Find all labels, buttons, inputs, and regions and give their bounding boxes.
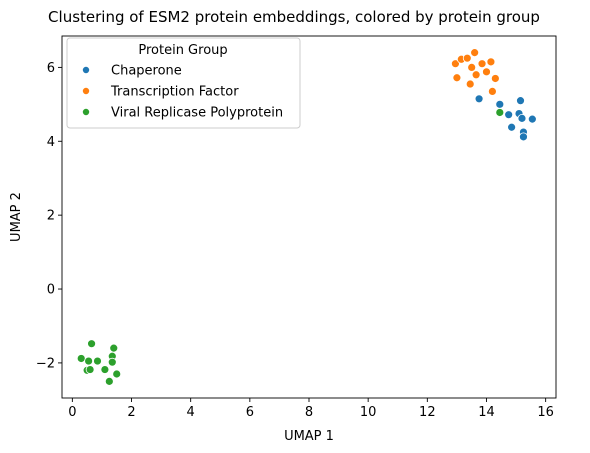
- y-tick-label: 0: [47, 283, 55, 298]
- legend-title: Protein Group: [138, 43, 227, 58]
- data-point: [112, 369, 122, 379]
- axis-ticks: 0 2 4 6 8 10 12 14 16 −2 0 2 4 6: [36, 61, 554, 420]
- data-point: [85, 365, 95, 374]
- data-point: [495, 99, 505, 109]
- data-point: [504, 110, 514, 120]
- legend-box: [66, 37, 301, 129]
- x-tick-label: 2: [127, 405, 135, 420]
- y-axis-label: UMAP 2: [9, 192, 24, 242]
- x-axis-label: UMAP 1: [284, 429, 334, 444]
- plot-area-frame: [61, 35, 557, 399]
- x-tick-label: 0: [68, 405, 76, 420]
- data-point: [477, 59, 487, 69]
- legend-marker: [82, 108, 91, 117]
- x-tick-label: 16: [537, 405, 554, 420]
- y-tick-label: −2: [36, 356, 55, 371]
- data-point: [462, 53, 472, 63]
- x-tick-label: 4: [187, 405, 195, 420]
- data-point: [87, 339, 96, 349]
- data-point: [471, 70, 481, 80]
- x-tick-label: 12: [419, 405, 436, 420]
- data-points: [76, 48, 537, 386]
- legend-entry-label: Transcription Factor: [110, 85, 239, 100]
- y-tick-label: 4: [47, 135, 55, 150]
- x-tick-label: 10: [360, 405, 377, 420]
- data-point: [490, 74, 500, 83]
- x-tick-label: 14: [478, 405, 495, 420]
- data-point: [84, 356, 94, 366]
- data-point: [516, 96, 525, 106]
- data-point: [465, 79, 475, 89]
- data-point: [507, 122, 517, 132]
- data-point: [517, 113, 527, 123]
- data-point: [495, 108, 505, 117]
- data-point: [527, 114, 537, 124]
- data-point: [486, 57, 496, 67]
- data-point: [107, 357, 117, 367]
- x-tick-label: 6: [246, 405, 254, 420]
- chart-title: Clustering of ESM2 protein embeddings, c…: [48, 8, 540, 26]
- data-point: [474, 94, 484, 104]
- data-point: [470, 48, 480, 58]
- legend-entry-label: Viral Replicase Polyprotein: [111, 106, 283, 121]
- data-point: [100, 365, 110, 374]
- data-point: [452, 73, 462, 83]
- data-point: [451, 59, 460, 69]
- data-point: [109, 343, 119, 353]
- legend-entry-label: Chaperone: [111, 64, 182, 79]
- data-point: [482, 67, 491, 77]
- data-point: [519, 132, 528, 142]
- y-tick-label: 2: [47, 209, 55, 224]
- legend: Protein Group Chaperone Transcription Fac…: [66, 37, 301, 129]
- data-point: [467, 62, 477, 72]
- x-tick-label: 8: [305, 405, 313, 420]
- data-point: [488, 87, 497, 96]
- legend-entries: Chaperone Transcription Factor Viral Repli…: [82, 64, 283, 121]
- data-point: [93, 356, 102, 366]
- data-point: [104, 376, 114, 386]
- data-point: [76, 354, 86, 363]
- legend-marker: [82, 66, 91, 75]
- y-tick-label: 6: [47, 61, 55, 76]
- legend-marker: [82, 87, 91, 96]
